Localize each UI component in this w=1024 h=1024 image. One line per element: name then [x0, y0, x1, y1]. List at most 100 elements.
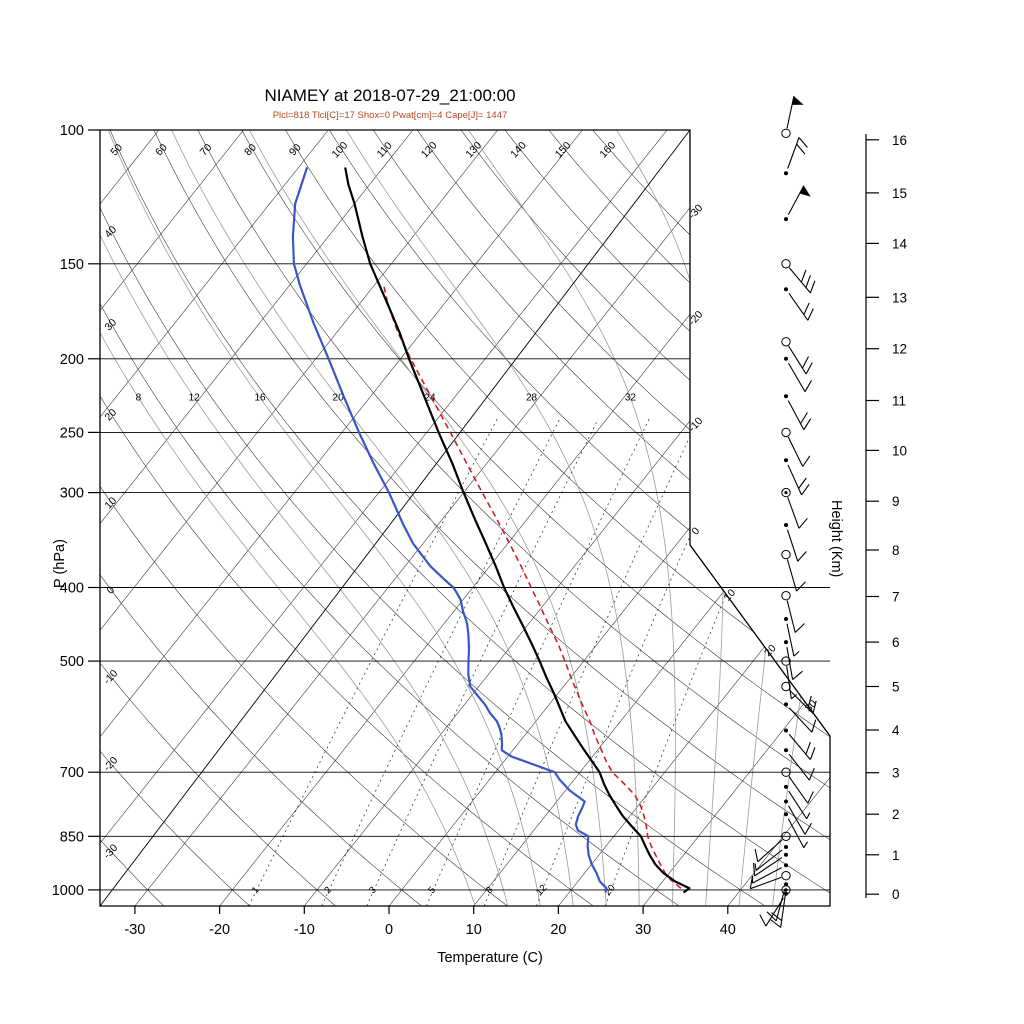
wind-barb	[784, 356, 812, 392]
wind-barb-full	[797, 551, 807, 562]
wind-barb-half	[790, 694, 798, 700]
height-tick-label: 9	[892, 494, 900, 509]
dry-adiabat-line	[285, 130, 830, 906]
wind-station-circle	[781, 831, 791, 841]
dry-adiabat-line	[241, 130, 830, 906]
dry-adiabat-line	[329, 130, 830, 906]
mixing-ratio-line	[604, 418, 801, 906]
wind-barb-full	[805, 275, 811, 288]
moist-adiabat-line	[100, 130, 476, 906]
wind-barb	[784, 617, 800, 657]
wind-barb	[781, 95, 804, 139]
dry-adiabat-top-label: 160	[597, 139, 618, 160]
wind-barb	[754, 831, 791, 863]
wind-station-dot	[784, 287, 788, 292]
wind-station-circle	[781, 681, 791, 692]
wind-barb-full	[804, 822, 812, 835]
dry-adiabat-top-label: 140	[508, 139, 529, 160]
wind-station-dot	[784, 491, 788, 495]
mixing-ratio-label: 1	[250, 885, 262, 896]
dry-adiabat-top-label: 50	[108, 141, 125, 158]
dry-adiabat-top-label: 150	[553, 139, 574, 160]
moist-adiabat-line	[616, 130, 724, 906]
wind-barb-half	[793, 650, 800, 657]
pressure-tick-label: 100	[60, 123, 84, 139]
isotherm-line	[0, 130, 74, 906]
dry-adiabat-line	[100, 130, 250, 906]
wind-station-circle	[781, 656, 791, 666]
mixing-ratio-line	[483, 418, 699, 906]
wind-station-circle	[781, 259, 791, 269]
height-tick-label: 13	[892, 290, 907, 305]
wind-pennant	[792, 96, 804, 105]
dry-adiabat-top-label: 70	[198, 141, 215, 158]
height-tick-label: 6	[892, 635, 900, 650]
height-tick-label: 1	[892, 848, 900, 863]
temperature-tick-label: 30	[635, 922, 651, 938]
wind-staff	[786, 623, 795, 657]
wind-staff	[787, 185, 805, 215]
wind-station-circle	[781, 871, 791, 881]
wind-barb-full	[805, 362, 813, 375]
wind-station-dot	[784, 458, 788, 463]
wind-barb-full	[796, 143, 806, 155]
height-tick-label: 0	[892, 887, 900, 902]
wind-barb	[781, 681, 817, 714]
moist-adiabat-line	[772, 130, 830, 906]
isotherm-line	[134, 130, 753, 906]
temperature-curve	[344, 167, 691, 894]
wind-staff	[789, 689, 814, 714]
wind-staff	[752, 867, 782, 884]
wind-barb-full	[812, 700, 817, 714]
wind-barb	[754, 845, 788, 871]
isotherm-line	[100, 130, 160, 906]
wind-station-dot	[784, 640, 788, 645]
wind-barb-full	[798, 137, 808, 148]
wind-staff	[750, 876, 782, 890]
temperature-tick-label: -20	[209, 922, 230, 938]
wind-barb-full	[796, 581, 806, 592]
wind-staff	[786, 600, 796, 633]
wind-station-dot	[784, 784, 788, 789]
height-tick-label: 8	[892, 543, 900, 558]
wind-station-circle	[781, 427, 791, 438]
height-tick-label: 16	[892, 133, 907, 148]
pressure-tick-label: 400	[60, 581, 84, 597]
wind-barb-full	[801, 356, 809, 369]
wind-station-dot	[784, 728, 788, 733]
wind-staff	[788, 775, 809, 804]
isotherm-line	[100, 130, 329, 906]
dry-adiabat-line	[100, 130, 508, 906]
wind-barb-full	[805, 741, 811, 755]
moist-adiabat-label: 32	[625, 393, 637, 404]
moist-adiabat-line	[107, 130, 541, 906]
height-tick-label: 11	[892, 394, 906, 409]
mixing-ratio-label: 3	[367, 885, 379, 896]
isotherm-line	[100, 130, 414, 906]
wind-barb-full	[803, 418, 812, 430]
wind-barb	[753, 852, 788, 877]
profile-curves	[291, 167, 691, 894]
dry-adiabat-line	[100, 130, 336, 906]
height-tick-label: 12	[892, 342, 907, 357]
dry-adiabat-left-label: -10	[101, 667, 120, 686]
isotherm-line	[388, 130, 830, 906]
wind-staff	[786, 529, 799, 562]
dry-adiabat-line	[100, 130, 766, 906]
wind-barb	[784, 640, 803, 681]
wind-staff	[788, 753, 810, 781]
wind-staff	[787, 818, 805, 848]
wind-station-dot	[784, 217, 788, 222]
mixing-ratio-line	[426, 418, 650, 906]
wind-staff	[787, 400, 805, 430]
moist-adiabat-label: 12	[189, 393, 201, 404]
dry-adiabat-top-label: 60	[153, 141, 170, 158]
isotherm-edge-label: -10	[686, 415, 705, 434]
mixing-ratio-line	[536, 418, 743, 906]
wind-barb-full	[802, 455, 811, 467]
wind-barb	[784, 702, 817, 733]
wind-barb-full	[807, 791, 814, 804]
dry-adiabat-line	[153, 130, 830, 906]
wind-barb	[784, 394, 812, 430]
